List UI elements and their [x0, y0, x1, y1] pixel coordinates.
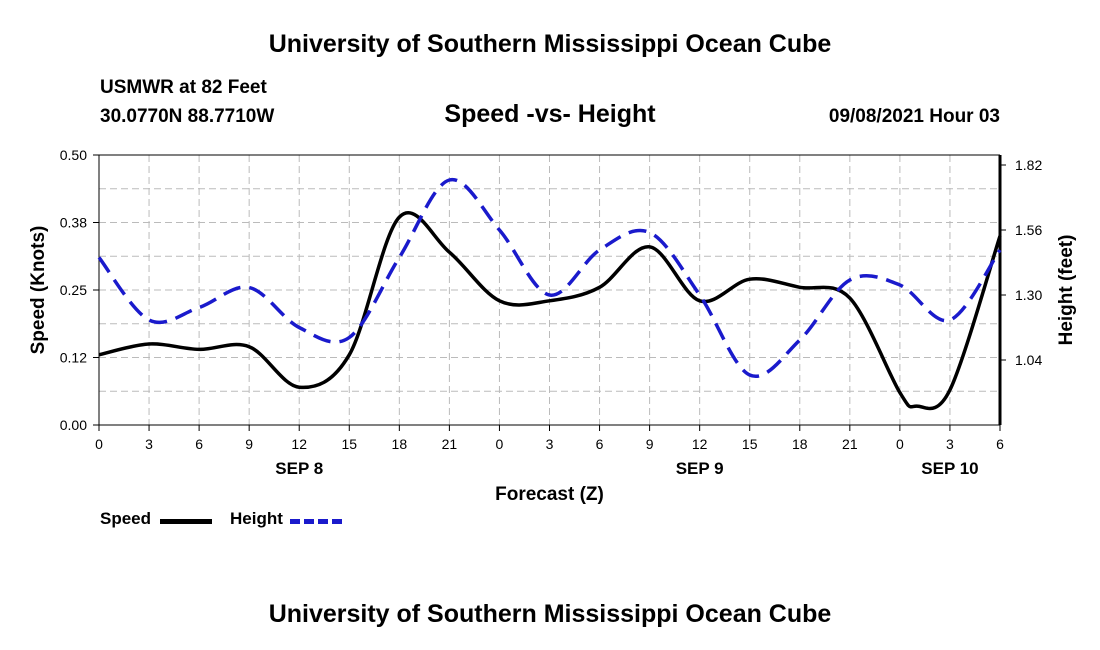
y2-tick-label: 1.30 — [1015, 287, 1042, 303]
x-tick-label: 18 — [392, 436, 408, 452]
legend-speed-label: Speed — [100, 509, 152, 528]
x-axis-title: Forecast (Z) — [495, 484, 604, 505]
y-tick-label: 0.25 — [60, 282, 87, 298]
legend-height-swatch — [290, 519, 342, 524]
x-tick-label: 18 — [792, 436, 808, 452]
y-tick-label: 0.00 — [60, 417, 87, 433]
datetime-label: 09/08/2021 Hour 03 — [828, 106, 1000, 127]
x-tick-label: 9 — [245, 436, 253, 452]
x-tick-label: 15 — [742, 436, 758, 452]
coordinates-label: 30.0770N 88.7710W — [100, 106, 275, 127]
legend-speed-swatch — [160, 519, 212, 524]
x-tick-label: 6 — [596, 436, 604, 452]
x-tick-label: 3 — [546, 436, 554, 452]
series-line-speed — [98, 211, 1002, 411]
x-tick-label: 12 — [692, 436, 708, 452]
x-tick-label: 0 — [896, 436, 904, 452]
x-tick-label: 3 — [946, 436, 954, 452]
y2-tick-label: 1.04 — [1015, 352, 1042, 368]
x-tick-label: 0 — [95, 436, 103, 452]
station-label: USMWR at 82 Feet — [100, 77, 267, 98]
x-tick-label: 21 — [442, 436, 458, 452]
y-tick-label: 0.50 — [60, 147, 87, 163]
x-tick-label: 6 — [195, 436, 203, 452]
x-tick-label: 6 — [996, 436, 1004, 452]
date-label: SEP 10 — [921, 459, 978, 478]
series-line-height — [97, 178, 1002, 379]
date-label: SEP 8 — [275, 459, 323, 478]
chart-title-top: University of Southern Mississippi Ocean… — [268, 30, 832, 58]
y2-tick-label: 1.82 — [1015, 157, 1042, 173]
x-tick-label: 12 — [291, 436, 307, 452]
x-tick-label: 3 — [145, 436, 153, 452]
y-tick-label: 0.12 — [60, 350, 87, 366]
chart-title-bottom: University of Southern Mississippi Ocean… — [268, 600, 832, 628]
x-tick-label: 15 — [341, 436, 357, 452]
date-label: SEP 9 — [676, 459, 724, 478]
y-tick-label: 0.38 — [60, 215, 87, 231]
chart-subtitle: Speed -vs- Height — [444, 100, 656, 128]
x-tick-label: 21 — [842, 436, 858, 452]
x-tick-label: 0 — [496, 436, 504, 452]
y2-axis-title: Height (feet) — [1056, 235, 1077, 346]
y-axis-title: Speed (Knots) — [28, 226, 49, 355]
legend-height-label: Height — [230, 509, 283, 528]
y2-tick-label: 1.56 — [1015, 222, 1042, 238]
x-tick-label: 9 — [646, 436, 654, 452]
